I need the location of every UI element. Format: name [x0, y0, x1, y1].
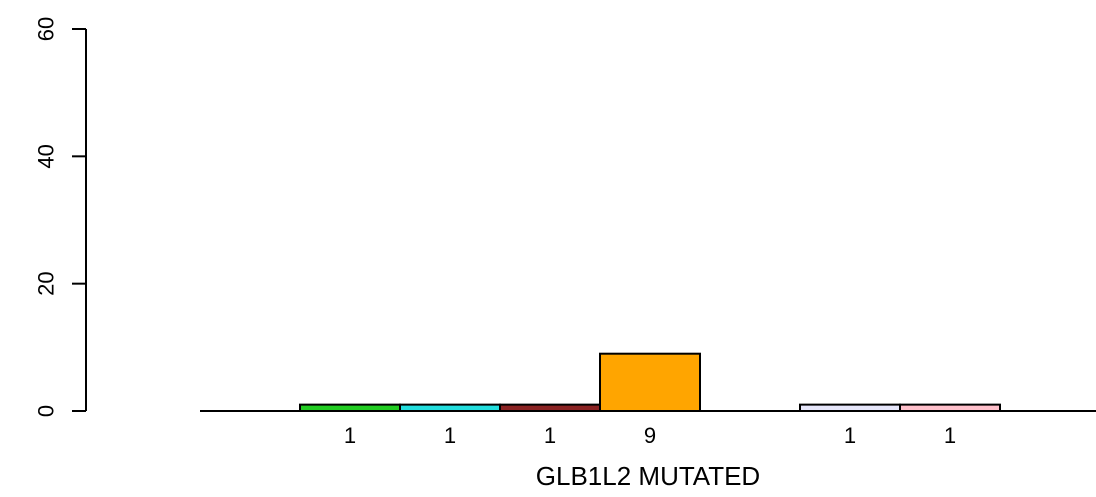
data-labels: 1 1 1 9 1 1 [344, 423, 956, 448]
bar-data-label: 1 [544, 423, 556, 448]
y-axis: 0 20 40 60 [34, 17, 87, 417]
bar [599, 352, 701, 413]
y-tick-label: 20 [34, 271, 59, 295]
bar-data-label: 9 [644, 423, 656, 448]
y-tick-label: 60 [34, 17, 59, 41]
y-tick-label: 0 [34, 405, 59, 417]
bars [299, 352, 1001, 413]
bar-data-label: 1 [844, 423, 856, 448]
y-tick-label: 40 [34, 144, 59, 168]
bar-data-label: 1 [944, 423, 956, 448]
bar-data-label: 1 [344, 423, 356, 448]
bar-data-label: 1 [444, 423, 456, 448]
x-axis-label: GLB1L2 MUTATED [536, 461, 760, 491]
